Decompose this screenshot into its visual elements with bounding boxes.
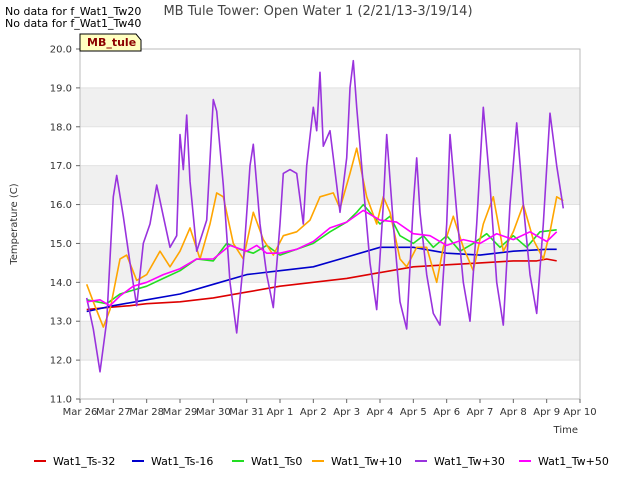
x-tick-label: Apr 3 [333, 407, 360, 418]
x-tick-label: Mar 31 [229, 407, 264, 418]
x-tick-label: Mar 26 [63, 407, 98, 418]
no-data-note-2: No data for f_Wat1_Tw40 [5, 17, 142, 30]
y-tick-label: 20.0 [50, 45, 72, 56]
legend-label: Wat1_Ts-16 [151, 455, 213, 468]
x-tick-label: Apr 10 [563, 407, 596, 418]
x-tick-label: Apr 2 [300, 407, 327, 418]
y-tick-label: 16.0 [50, 200, 72, 211]
series-line-wat1-ts-16 [86, 246, 557, 313]
legend-label: Wat1_Ts-32 [53, 455, 115, 468]
legend-label: Wat1_Tw+50 [538, 455, 609, 468]
x-tick-label: Apr 7 [467, 407, 494, 418]
x-tick-label: Apr 9 [533, 407, 560, 418]
legend-label: Wat1_Tw+30 [434, 455, 505, 468]
series-line-wat1-tw-30 [85, 59, 565, 373]
y-axis-ticks: 11.0 12.0 13.0 14.0 15.0 16.0 17.0 18.0 19.0 20.0 [50, 45, 80, 406]
x-tick-label: Apr 6 [433, 407, 460, 418]
legend: Wat1_Ts-32 Wat1_Ts-16 Wat1_Ts0 Wat1_Tw+10 Wa… [34, 455, 609, 468]
grid-bands [80, 48, 580, 400]
x-tick-label: Mar 30 [196, 407, 231, 418]
x-axis-label: Time [553, 425, 578, 436]
x-tick-label: Mar 27 [96, 407, 131, 418]
grid-band [80, 87, 580, 127]
plot-frame [79, 48, 581, 400]
series-line-wat1-tw-10 [85, 147, 564, 328]
x-tick-label: Apr 1 [267, 407, 294, 418]
series-lines [85, 59, 565, 373]
x-tick-label: Apr 5 [400, 407, 427, 418]
site-badge: MB_tule [79, 33, 142, 52]
y-tick-label: 13.0 [50, 317, 72, 328]
x-tick-label: Mar 28 [129, 407, 164, 418]
y-tick-label: 17.0 [50, 161, 72, 172]
y-tick-label: 15.0 [50, 239, 72, 250]
y-tick-label: 19.0 [50, 83, 72, 94]
series-line-wat1-ts-32 [86, 258, 557, 311]
legend-label: Wat1_Tw+10 [331, 455, 402, 468]
x-tick-label: Apr 4 [367, 407, 394, 418]
y-axis-label: Temperature (C) [9, 183, 20, 265]
y-tick-label: 12.0 [50, 356, 72, 367]
grid-band [80, 321, 580, 361]
y-tick-label: 11.0 [50, 395, 72, 406]
series-line-wat1-tw-50 [86, 209, 558, 307]
x-tick-label: Apr 8 [500, 407, 527, 418]
chart-title: MB Tule Tower: Open Water 1 (2/21/13-3/1… [163, 4, 472, 19]
site-badge-text: MB_tule [87, 36, 136, 49]
legend-label: Wat1_Ts0 [251, 455, 302, 468]
y-tick-label: 14.0 [50, 278, 72, 289]
grid-band [80, 165, 580, 205]
y-tick-label: 18.0 [50, 122, 72, 133]
no-data-note-1: No data for f_Wat1_Tw20 [5, 5, 142, 18]
x-tick-label: Mar 29 [163, 407, 198, 418]
